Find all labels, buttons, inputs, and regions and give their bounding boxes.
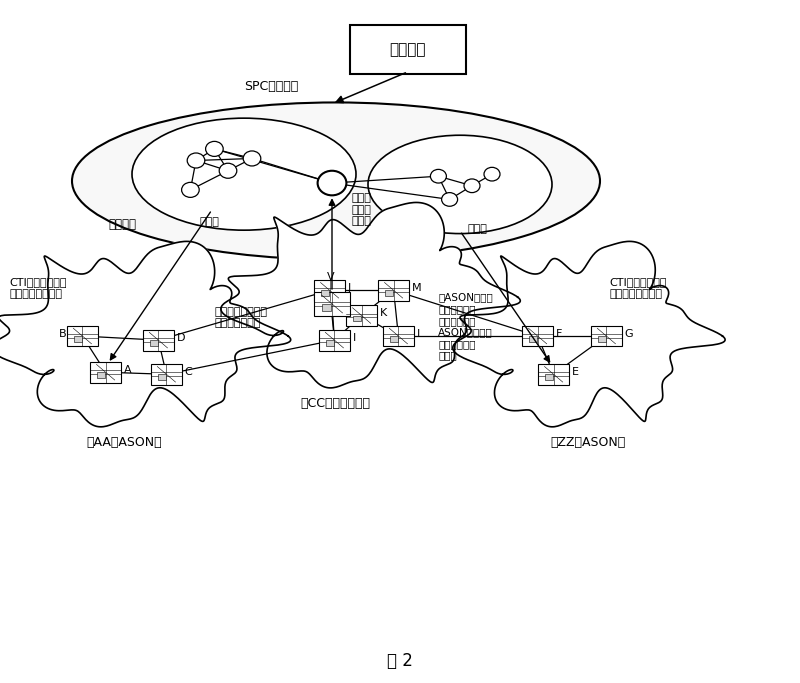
Text: F: F <box>556 329 562 339</box>
Bar <box>74 336 82 342</box>
Bar <box>326 340 334 346</box>
Bar <box>322 304 331 311</box>
FancyBboxPatch shape <box>350 25 466 74</box>
Bar <box>386 290 393 296</box>
Text: 虚拟节
点的控
制节点: 虚拟节 点的控 制节点 <box>352 193 372 227</box>
Bar <box>67 326 98 346</box>
Text: G: G <box>625 329 634 339</box>
Text: 控制平面: 控制平面 <box>108 217 136 231</box>
Bar <box>591 326 622 346</box>
Text: C: C <box>185 367 193 377</box>
Circle shape <box>442 193 458 206</box>
Bar <box>538 364 569 385</box>
Text: 域AA（ASON）: 域AA（ASON） <box>86 436 162 449</box>
Text: D: D <box>177 333 186 343</box>
Text: 控制域: 控制域 <box>200 217 220 227</box>
Text: A: A <box>124 365 132 375</box>
Text: I: I <box>353 333 356 343</box>
Bar <box>143 330 174 350</box>
Text: J: J <box>348 283 351 293</box>
Bar <box>383 326 414 346</box>
Bar <box>346 305 377 326</box>
Text: M: M <box>412 283 422 293</box>
Text: 网管系统: 网管系统 <box>390 42 426 57</box>
Polygon shape <box>0 241 290 427</box>
Bar <box>158 374 166 380</box>
Circle shape <box>464 179 480 193</box>
Circle shape <box>187 153 205 168</box>
Text: 域CC（传统网络）: 域CC（传统网络） <box>300 397 370 410</box>
Text: 将ASON域与传
统设备域的拓
扑连接映射为
ASON域与虚拟
节点之间的拓
扑连接: 将ASON域与传 统设备域的拓 扑连接映射为 ASON域与虚拟 节点之间的拓 扑… <box>438 292 493 361</box>
Text: CTI（控制平面和
传送平面的接口）: CTI（控制平面和 传送平面的接口） <box>10 277 67 299</box>
Bar <box>314 280 345 301</box>
Bar <box>151 364 182 385</box>
Bar <box>378 280 409 301</box>
Circle shape <box>243 151 261 166</box>
Bar <box>322 290 329 296</box>
Polygon shape <box>221 202 520 388</box>
Text: 控制域: 控制域 <box>468 224 488 234</box>
Bar <box>354 316 361 322</box>
Bar <box>90 362 121 382</box>
Bar <box>98 372 105 378</box>
Text: L: L <box>417 329 423 339</box>
Circle shape <box>484 167 500 181</box>
Bar <box>319 330 350 350</box>
Text: SPC连接建立: SPC连接建立 <box>244 80 298 94</box>
Bar <box>598 336 606 342</box>
Ellipse shape <box>368 135 552 234</box>
Circle shape <box>206 141 223 156</box>
Polygon shape <box>453 241 725 427</box>
Text: B: B <box>58 329 66 339</box>
Text: 将传统设备域抽象
为一个虚拟节点: 将传统设备域抽象 为一个虚拟节点 <box>214 307 267 329</box>
Circle shape <box>430 169 446 183</box>
Text: K: K <box>380 309 387 318</box>
Text: V: V <box>326 272 334 282</box>
Bar <box>546 374 553 380</box>
Ellipse shape <box>72 102 600 260</box>
Bar <box>150 340 158 346</box>
Ellipse shape <box>132 118 356 230</box>
Circle shape <box>318 171 346 195</box>
Text: 图 2: 图 2 <box>387 652 413 670</box>
Text: 域ZZ（ASON）: 域ZZ（ASON） <box>550 436 626 449</box>
Bar <box>530 336 537 342</box>
Circle shape <box>182 182 199 197</box>
Bar <box>522 326 553 346</box>
Circle shape <box>219 163 237 178</box>
Bar <box>390 336 398 342</box>
Text: CTI（控制平面和
传送平面的接口）: CTI（控制平面和 传送平面的接口） <box>610 277 667 299</box>
Bar <box>314 292 350 316</box>
Text: E: E <box>572 367 579 377</box>
